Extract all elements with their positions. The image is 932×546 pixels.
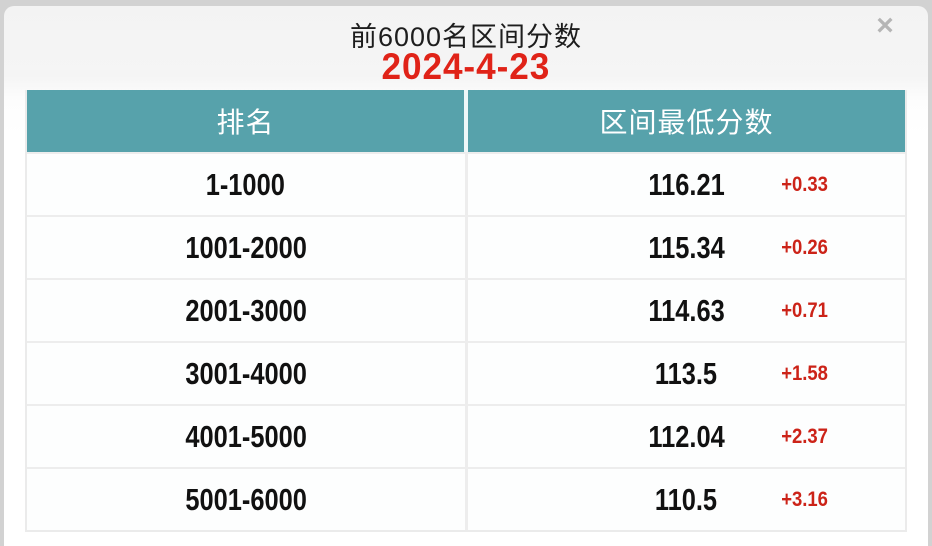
score-cell: 112.04 +2.37 bbox=[468, 406, 906, 467]
close-icon[interactable]: × bbox=[868, 9, 902, 43]
table-row: 3001-4000 113.5 +1.58 bbox=[27, 341, 905, 404]
rank-value: 5001-6000 bbox=[184, 481, 307, 517]
rank-value: 4001-5000 bbox=[184, 418, 307, 454]
score-cell: 114.63 +0.71 bbox=[468, 280, 906, 341]
score-delta: +0.71 bbox=[781, 298, 829, 322]
table-row: 1001-2000 115.34 +0.26 bbox=[27, 215, 905, 278]
score-cell: 113.5 +1.58 bbox=[468, 343, 906, 404]
score-cell: 115.34 +0.26 bbox=[468, 217, 906, 278]
score-delta: +0.26 bbox=[781, 235, 829, 259]
score-value: 110.5 bbox=[655, 481, 718, 517]
score-cell: 110.5 +3.16 bbox=[468, 469, 906, 530]
rank-cell: 1001-2000 bbox=[27, 217, 468, 278]
table-body: 1-1000 116.21 +0.33 1001-2000 115.34 +0.26 200… bbox=[27, 152, 905, 530]
score-delta: +0.33 bbox=[781, 172, 829, 196]
date-label: 2024-4-23 bbox=[381, 46, 551, 87]
table-row: 4001-5000 112.04 +2.37 bbox=[27, 404, 905, 467]
rank-cell: 3001-4000 bbox=[27, 343, 468, 404]
rank-cell: 5001-6000 bbox=[27, 469, 468, 530]
table-header-row: 排名 区间最低分数 bbox=[27, 90, 905, 152]
score-cell: 116.21 +0.33 bbox=[468, 154, 906, 215]
table-row: 1-1000 116.21 +0.33 bbox=[27, 152, 905, 215]
score-table: 排名 区间最低分数 1-1000 116.21 +0.33 1001-2000 115.… bbox=[25, 90, 907, 532]
rank-value: 3001-4000 bbox=[184, 355, 307, 391]
score-value: 115.34 bbox=[648, 229, 725, 265]
rank-value: 1-1000 bbox=[206, 166, 286, 202]
rank-cell: 4001-5000 bbox=[27, 406, 468, 467]
rank-cell: 2001-3000 bbox=[27, 280, 468, 341]
date-line: 2024-4-23 bbox=[4, 46, 928, 88]
rank-value: 1001-2000 bbox=[184, 229, 307, 265]
title-bar: 前6000名区间分数 × bbox=[4, 6, 928, 52]
rank-cell: 1-1000 bbox=[27, 154, 468, 215]
table-row: 5001-6000 110.5 +3.16 bbox=[27, 467, 905, 530]
header-min-score: 区间最低分数 bbox=[468, 90, 905, 152]
score-delta: +2.37 bbox=[781, 424, 829, 448]
table-row: 2001-3000 114.63 +0.71 bbox=[27, 278, 905, 341]
score-value: 112.04 bbox=[648, 418, 725, 454]
score-delta: +1.58 bbox=[781, 361, 829, 385]
header-rank: 排名 bbox=[27, 90, 468, 152]
score-value: 116.21 bbox=[648, 166, 725, 202]
rank-value: 2001-3000 bbox=[184, 292, 307, 328]
page-title: 前6000名区间分数 bbox=[349, 22, 583, 52]
score-dialog: 前6000名区间分数 × 2024-4-23 排名 区间最低分数 1-1000 1… bbox=[4, 6, 928, 546]
score-value: 113.5 bbox=[655, 355, 718, 391]
score-value: 114.63 bbox=[648, 292, 725, 328]
score-delta: +3.16 bbox=[781, 487, 829, 511]
